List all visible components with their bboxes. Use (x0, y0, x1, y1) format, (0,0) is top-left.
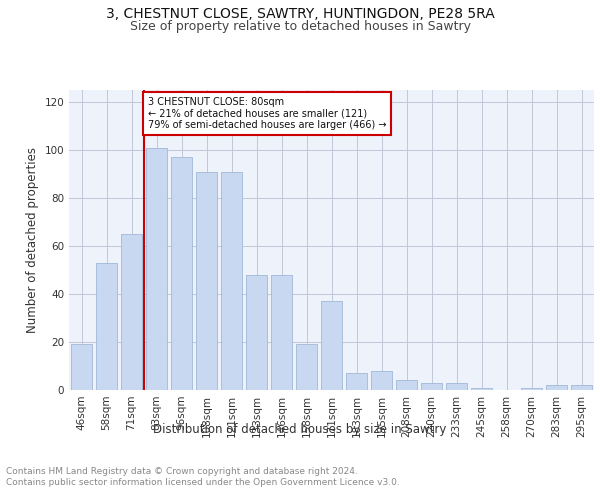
Y-axis label: Number of detached properties: Number of detached properties (26, 147, 39, 333)
Bar (146, 148, 167, 390)
Bar (421, 383, 442, 390)
Bar (121, 234, 142, 390)
Bar (196, 172, 217, 390)
Bar (371, 371, 392, 390)
Bar (346, 373, 367, 390)
Bar (296, 344, 317, 390)
Bar (396, 380, 417, 390)
Bar (96, 263, 117, 390)
Bar (221, 172, 242, 390)
Text: Contains HM Land Registry data © Crown copyright and database right 2024.
Contai: Contains HM Land Registry data © Crown c… (6, 468, 400, 487)
Bar (246, 275, 267, 390)
Bar (571, 385, 592, 390)
Bar (446, 383, 467, 390)
Text: Distribution of detached houses by size in Sawtry: Distribution of detached houses by size … (154, 422, 446, 436)
Bar (546, 385, 567, 390)
Text: 3, CHESTNUT CLOSE, SAWTRY, HUNTINGDON, PE28 5RA: 3, CHESTNUT CLOSE, SAWTRY, HUNTINGDON, P… (106, 8, 494, 22)
Bar (521, 388, 542, 390)
Text: Size of property relative to detached houses in Sawtry: Size of property relative to detached ho… (130, 20, 470, 33)
Bar (471, 388, 492, 390)
Text: 3 CHESTNUT CLOSE: 80sqm
← 21% of detached houses are smaller (121)
79% of semi-d: 3 CHESTNUT CLOSE: 80sqm ← 21% of detache… (148, 97, 386, 130)
Bar (171, 157, 192, 390)
Bar (71, 344, 92, 390)
Bar (271, 275, 292, 390)
Bar (321, 301, 342, 390)
